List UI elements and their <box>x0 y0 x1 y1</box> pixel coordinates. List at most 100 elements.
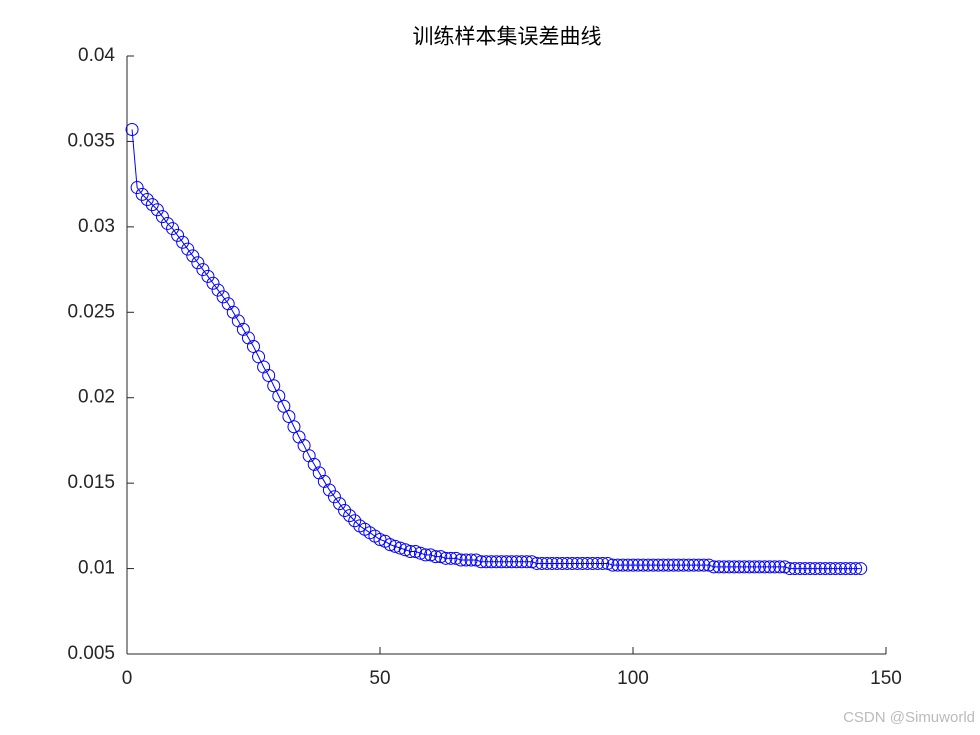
data-point <box>515 555 529 569</box>
data-point <box>408 544 422 558</box>
data-point <box>818 562 832 576</box>
data-point <box>388 539 402 553</box>
data-point <box>798 562 812 576</box>
data-point <box>272 389 286 403</box>
data-point <box>130 181 144 195</box>
x-tick-label: 50 <box>369 668 390 689</box>
data-point <box>520 555 534 569</box>
data-point <box>596 556 610 570</box>
y-tick-label: 0.015 <box>67 472 115 493</box>
data-point <box>413 546 427 560</box>
data-point <box>854 562 868 576</box>
data-point <box>186 249 200 263</box>
data-point <box>267 379 281 393</box>
series-line <box>131 129 861 570</box>
data-point <box>575 556 589 570</box>
y-tick-label: 0.02 <box>78 387 115 408</box>
data-point <box>555 556 569 570</box>
data-point <box>247 339 260 353</box>
data-point <box>125 122 139 136</box>
data-point <box>849 562 863 576</box>
data-point <box>530 556 544 570</box>
data-point <box>697 558 711 572</box>
data-point <box>145 198 159 212</box>
data-point <box>586 556 600 570</box>
data-point <box>373 533 387 547</box>
data-point <box>166 222 180 236</box>
data-point <box>150 203 164 217</box>
data-point <box>707 560 721 574</box>
data-point <box>398 543 412 557</box>
data-point <box>732 560 746 574</box>
x-tick-label: 100 <box>617 668 649 689</box>
data-point <box>828 562 842 576</box>
data-point <box>813 562 827 576</box>
data-point <box>393 541 407 555</box>
y-tick-label: 0.01 <box>78 558 115 579</box>
data-point <box>778 560 792 574</box>
data-point <box>651 558 665 572</box>
data-point <box>338 503 352 517</box>
data-point <box>788 562 802 576</box>
data-point <box>505 555 519 569</box>
data-point <box>702 558 716 572</box>
data-point <box>327 490 341 504</box>
data-point <box>424 548 438 562</box>
data-point <box>631 558 645 572</box>
data-point <box>176 235 190 249</box>
data-point <box>181 242 195 256</box>
data-point <box>419 548 433 562</box>
data-point <box>140 193 154 207</box>
data-point <box>211 283 225 297</box>
data-point <box>621 558 635 572</box>
x-tick-label: 0 <box>122 668 133 689</box>
data-point <box>206 276 220 290</box>
watermark: CSDN @Simuworld <box>843 709 975 726</box>
data-point <box>343 509 357 523</box>
data-point <box>191 256 205 270</box>
data-point <box>535 556 549 570</box>
data-point <box>510 555 524 569</box>
data-point <box>682 558 696 572</box>
data-point <box>540 556 554 570</box>
data-point <box>479 555 493 569</box>
data-point <box>606 558 620 572</box>
data-point <box>155 210 169 224</box>
data-point <box>469 553 483 567</box>
data-point <box>484 555 498 569</box>
data-point <box>403 544 417 558</box>
data-point <box>722 560 736 574</box>
chart-title: 训练样本集误差曲线 <box>413 26 602 49</box>
data-point <box>601 556 615 570</box>
data-point <box>823 562 837 576</box>
data-point <box>580 556 594 570</box>
data-point <box>717 560 731 574</box>
y-tick-label: 0.03 <box>78 216 115 237</box>
data-point <box>656 558 670 572</box>
data-point <box>322 483 336 497</box>
data-point <box>434 550 448 564</box>
data-point <box>333 497 347 511</box>
data-point <box>692 558 706 572</box>
data-point <box>489 555 503 569</box>
data-point <box>742 560 756 574</box>
data-point <box>262 369 276 383</box>
data-point <box>494 555 508 569</box>
data-point <box>252 350 266 364</box>
data-point <box>454 553 468 567</box>
data-point <box>803 562 817 576</box>
data-point <box>783 562 797 576</box>
data-point <box>464 553 478 567</box>
data-point <box>839 562 853 576</box>
data-point <box>449 551 463 565</box>
data-point <box>277 399 291 413</box>
data-point <box>773 560 787 574</box>
data-point <box>758 560 772 574</box>
data-point <box>793 562 807 576</box>
data-point <box>763 560 777 574</box>
data-point <box>646 558 660 572</box>
data-point <box>459 553 473 567</box>
data-point <box>808 562 822 576</box>
y-tick-label: 0.035 <box>67 130 115 151</box>
